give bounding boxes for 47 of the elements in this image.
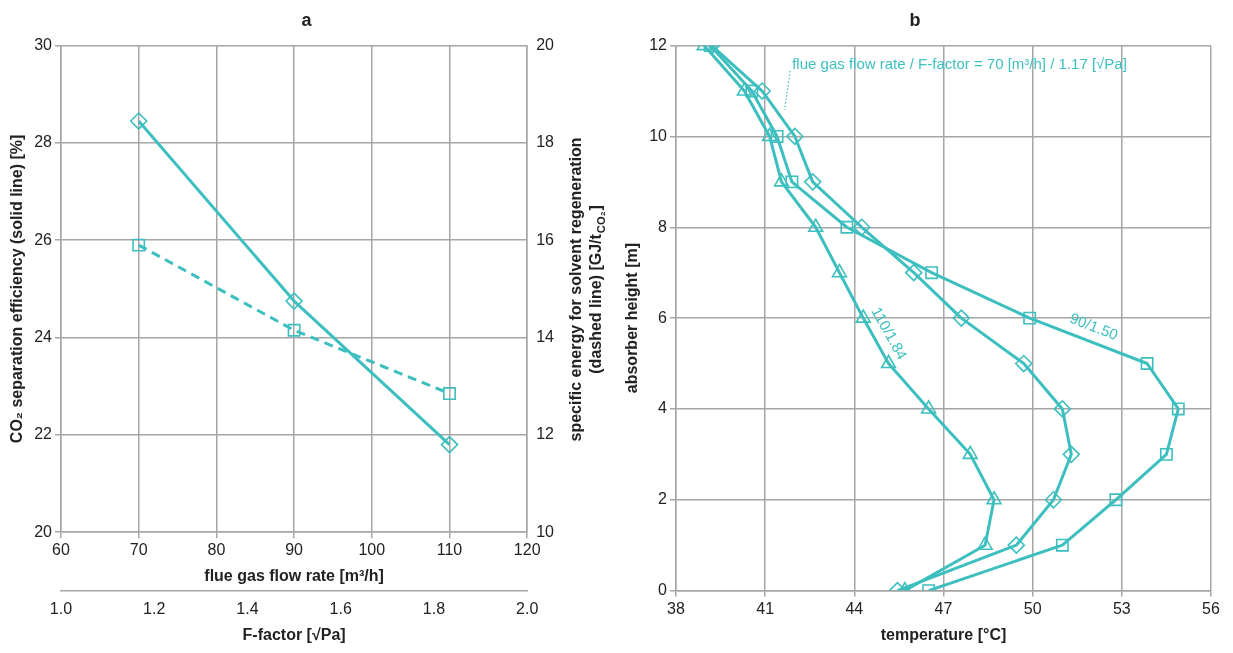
x2-tick-label: 1.2 — [143, 599, 166, 617]
x2-tick-label: 1.8 — [422, 599, 446, 617]
x-tick-label: 38 — [667, 599, 685, 617]
x2-tick-label: 1.6 — [329, 599, 352, 617]
x-tick-label: 110 — [436, 541, 463, 559]
x-tick-label: 100 — [358, 541, 386, 559]
x2-axis-title: F-factor [√Pa] — [242, 625, 346, 643]
y2-tick-label: 18 — [536, 133, 555, 151]
x-tick-label: 56 — [1202, 599, 1220, 617]
chart-title: b — [909, 9, 921, 30]
y-tick-label: 24 — [34, 327, 53, 345]
x-axis-title: flue gas flow rate [m³/h] — [204, 567, 384, 585]
x2-tick-label: 1.4 — [236, 599, 259, 617]
x-tick-label: 47 — [934, 599, 953, 617]
x-tick-label: 44 — [845, 599, 864, 617]
x-tick-label: 60 — [52, 541, 70, 559]
y-axis-title: CO₂ separation efficiency (solid line) [%] — [8, 134, 26, 444]
x-tick-label: 120 — [513, 541, 541, 559]
y-tick-label: 12 — [649, 36, 668, 54]
x-tick-label: 53 — [1112, 599, 1131, 617]
y2-tick-label: 10 — [536, 522, 555, 540]
y-tick-label: 30 — [34, 36, 53, 54]
x-tick-label: 90 — [285, 541, 304, 559]
y-tick-label: 26 — [34, 230, 53, 248]
y-tick-label: 0 — [658, 581, 668, 599]
y-tick-label: 8 — [658, 217, 668, 235]
x-tick-label: 70 — [129, 541, 148, 559]
y-axis-title: absorber height [m] — [623, 242, 641, 394]
x-tick-label: 50 — [1023, 599, 1042, 617]
y2-tick-label: 20 — [536, 36, 555, 54]
y-tick-label: 22 — [34, 425, 53, 443]
x-tick-label: 80 — [207, 541, 226, 559]
x-tick-label: 41 — [756, 599, 775, 617]
series-label: flue gas flow rate / F-factor = 70 [m³/h] / 1.17 [√Pa] — [792, 55, 1127, 73]
y-tick-label: 20 — [34, 522, 53, 540]
chart-title: a — [301, 9, 313, 30]
y-tick-label: 4 — [658, 399, 668, 417]
y-tick-label: 28 — [34, 133, 53, 151]
y-tick-label: 6 — [658, 308, 668, 326]
y2-tick-label: 16 — [536, 230, 555, 248]
x2-tick-label: 2.0 — [516, 599, 539, 617]
y-tick-label: 2 — [658, 490, 668, 508]
y2-tick-label: 14 — [536, 327, 555, 345]
x2-tick-label: 1.0 — [49, 599, 73, 617]
y2-tick-label: 12 — [536, 425, 555, 443]
x-axis-title: temperature [°C] — [880, 625, 1007, 643]
y-tick-label: 10 — [649, 126, 668, 144]
